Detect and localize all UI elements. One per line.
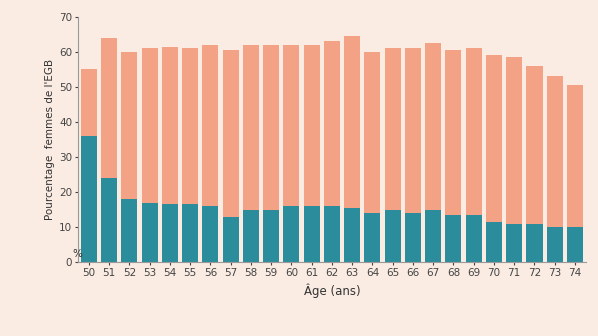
Bar bbox=[202, 45, 218, 206]
Bar bbox=[526, 223, 542, 262]
Bar bbox=[567, 227, 583, 262]
Bar bbox=[222, 216, 239, 262]
X-axis label: Âge (ans): Âge (ans) bbox=[304, 283, 360, 298]
Bar bbox=[324, 206, 340, 262]
Text: %: % bbox=[73, 249, 83, 258]
Bar bbox=[101, 38, 117, 178]
Bar bbox=[486, 55, 502, 222]
Bar bbox=[506, 223, 522, 262]
Bar bbox=[446, 50, 462, 215]
Bar bbox=[324, 41, 340, 206]
Bar bbox=[364, 52, 380, 213]
Bar bbox=[121, 52, 138, 199]
Bar bbox=[222, 50, 239, 216]
Bar bbox=[446, 215, 462, 262]
Bar bbox=[466, 48, 482, 215]
Bar bbox=[101, 178, 117, 262]
Bar bbox=[466, 215, 482, 262]
Bar bbox=[425, 210, 441, 262]
Bar bbox=[547, 76, 563, 227]
Bar bbox=[405, 48, 421, 213]
Bar bbox=[506, 57, 522, 223]
Y-axis label: Pourcentage  femmes de l'EGB: Pourcentage femmes de l'EGB bbox=[45, 59, 55, 220]
Bar bbox=[142, 203, 158, 262]
Bar bbox=[202, 206, 218, 262]
Bar bbox=[142, 48, 158, 203]
Bar bbox=[182, 204, 198, 262]
Bar bbox=[567, 85, 583, 227]
Bar bbox=[121, 199, 138, 262]
Bar bbox=[304, 45, 320, 206]
Bar bbox=[385, 210, 401, 262]
Bar bbox=[547, 227, 563, 262]
Bar bbox=[243, 45, 259, 210]
Bar bbox=[263, 210, 279, 262]
Bar bbox=[243, 210, 259, 262]
Bar bbox=[263, 45, 279, 210]
Bar bbox=[425, 43, 441, 210]
Bar bbox=[81, 69, 97, 136]
Bar bbox=[486, 222, 502, 262]
Bar bbox=[405, 213, 421, 262]
Bar bbox=[344, 36, 360, 208]
Bar bbox=[344, 208, 360, 262]
Bar bbox=[526, 66, 542, 223]
Bar bbox=[182, 48, 198, 204]
Bar bbox=[283, 45, 300, 206]
Bar bbox=[162, 204, 178, 262]
Bar bbox=[385, 48, 401, 210]
Bar bbox=[364, 213, 380, 262]
Bar bbox=[81, 136, 97, 262]
Bar bbox=[283, 206, 300, 262]
Bar bbox=[162, 47, 178, 204]
Bar bbox=[304, 206, 320, 262]
